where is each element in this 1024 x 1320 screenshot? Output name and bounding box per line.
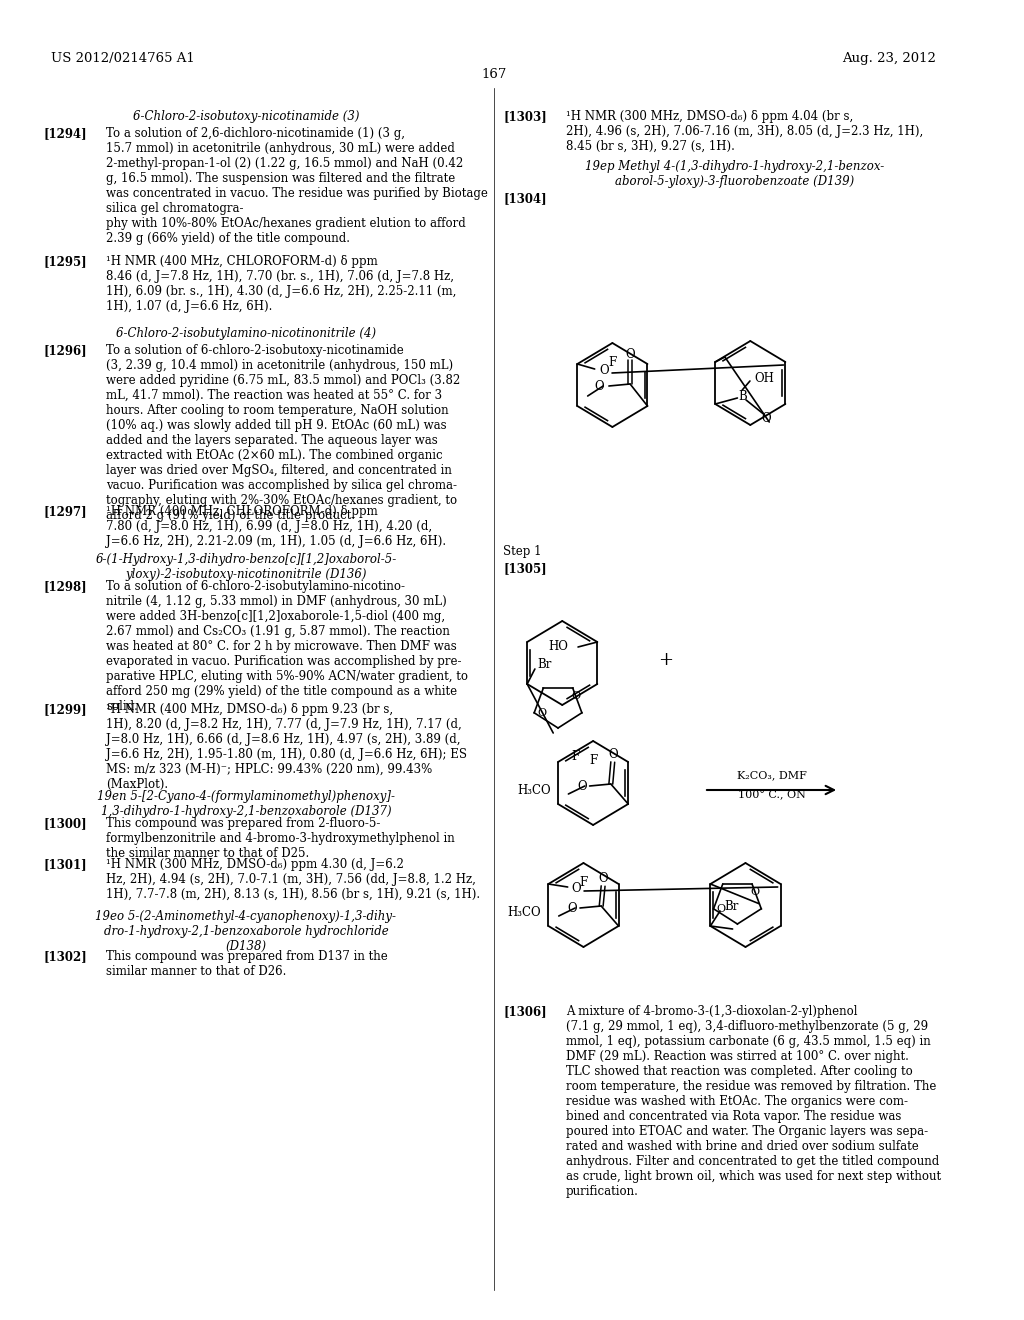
Text: F: F bbox=[589, 755, 597, 767]
Text: 6-Chloro-2-isobutylamino-nicotinonitrile (4): 6-Chloro-2-isobutylamino-nicotinonitrile… bbox=[116, 327, 376, 341]
Text: ¹H NMR (300 MHz, DMSO-d₆) δ ppm 4.04 (br s,
2H), 4.96 (s, 2H), 7.06-7.16 (m, 3H): ¹H NMR (300 MHz, DMSO-d₆) δ ppm 4.04 (br… bbox=[566, 110, 924, 153]
Text: ¹H NMR (400 MHz, DMSO-d₆) δ ppm 9.23 (br s,
1H), 8.20 (d, J=8.2 Hz, 1H), 7.77 (d: ¹H NMR (400 MHz, DMSO-d₆) δ ppm 9.23 (br… bbox=[106, 704, 467, 791]
Text: O: O bbox=[578, 780, 587, 792]
Text: 100° C., ON: 100° C., ON bbox=[737, 789, 806, 800]
Text: [1305]: [1305] bbox=[504, 562, 547, 576]
Text: To a solution of 2,6-dichloro-nicotinamide (1) (3 g,
15.7 mmol) in acetonitrile : To a solution of 2,6-dichloro-nicotinami… bbox=[106, 127, 488, 246]
Text: [1306]: [1306] bbox=[504, 1005, 547, 1018]
Text: Aug. 23, 2012: Aug. 23, 2012 bbox=[843, 51, 936, 65]
Text: O: O bbox=[751, 887, 760, 898]
Text: [1300]: [1300] bbox=[43, 817, 87, 830]
Text: [1298]: [1298] bbox=[43, 579, 87, 593]
Text: A mixture of 4-bromo-3-(1,3-dioxolan-2-yl)phenol
(7.1 g, 29 mmol, 1 eq), 3,4-dif: A mixture of 4-bromo-3-(1,3-dioxolan-2-y… bbox=[566, 1005, 941, 1199]
Text: O: O bbox=[571, 883, 582, 895]
Text: Step 1: Step 1 bbox=[504, 545, 542, 558]
Text: [1297]: [1297] bbox=[43, 506, 87, 517]
Text: 167: 167 bbox=[481, 69, 507, 81]
Text: F: F bbox=[608, 356, 616, 370]
Text: 6-Chloro-2-isobutoxy-nicotinamide (3): 6-Chloro-2-isobutoxy-nicotinamide (3) bbox=[133, 110, 359, 123]
Text: [1294]: [1294] bbox=[43, 127, 87, 140]
Text: [1299]: [1299] bbox=[43, 704, 87, 715]
Text: ¹H NMR (400 MHz, CHLOROFORM-d) δ ppm
7.80 (d, J=8.0 Hz, 1H), 6.99 (d, J=8.0 Hz, : ¹H NMR (400 MHz, CHLOROFORM-d) δ ppm 7.8… bbox=[106, 506, 446, 548]
Text: [1301]: [1301] bbox=[43, 858, 87, 871]
Text: F: F bbox=[580, 876, 588, 890]
Text: O: O bbox=[608, 747, 617, 760]
Text: [1296]: [1296] bbox=[43, 345, 87, 356]
Text: Br: Br bbox=[538, 657, 552, 671]
Text: O: O bbox=[538, 708, 547, 718]
Text: This compound was prepared from D137 in the
similar manner to that of D26.: This compound was prepared from D137 in … bbox=[106, 950, 388, 978]
Text: O: O bbox=[717, 904, 726, 913]
Text: B: B bbox=[738, 389, 746, 403]
Text: To a solution of 6-chloro-2-isobutoxy-nicotinamide
(3, 2.39 g, 10.4 mmol) in ace: To a solution of 6-chloro-2-isobutoxy-ni… bbox=[106, 345, 461, 521]
Text: OH: OH bbox=[755, 371, 774, 384]
Text: [1304]: [1304] bbox=[504, 191, 547, 205]
Text: 6-(1-Hydroxy-1,3-dihydro-benzo[c][1,2]oxaborol-5-
yloxy)-2-isobutoxy-nicotinonit: 6-(1-Hydroxy-1,3-dihydro-benzo[c][1,2]ox… bbox=[95, 553, 396, 581]
Text: O: O bbox=[599, 364, 609, 378]
Text: 19eo 5-(2-Aminomethyl-4-cyanophenoxy)-1,3-dihy-
dro-1-hydroxy-2,1-benzoxaborole : 19eo 5-(2-Aminomethyl-4-cyanophenoxy)-1,… bbox=[95, 909, 396, 953]
Text: US 2012/0214765 A1: US 2012/0214765 A1 bbox=[51, 51, 195, 65]
Text: Br: Br bbox=[724, 899, 738, 912]
Text: ¹H NMR (400 MHz, CHLOROFORM-d) δ ppm
8.46 (d, J=7.8 Hz, 1H), 7.70 (br. s., 1H), : ¹H NMR (400 MHz, CHLOROFORM-d) δ ppm 8.4… bbox=[106, 255, 457, 313]
Text: 19ep Methyl 4-(1,3-dihydro-1-hydroxy-2,1-benzox-
aborol-5-yloxy)-3-fluorobenzoat: 19ep Methyl 4-(1,3-dihydro-1-hydroxy-2,1… bbox=[586, 160, 885, 187]
Text: ¹H NMR (300 MHz, DMSO-d₆) ppm 4.30 (d, J=6.2
Hz, 2H), 4.94 (s, 2H), 7.0-7.1 (m, : ¹H NMR (300 MHz, DMSO-d₆) ppm 4.30 (d, J… bbox=[106, 858, 480, 902]
Text: 19en 5-[2-Cyano-4-(formylaminomethyl)phenoxy]-
1,3-dihydro-1-hydroxy-2,1-benzoxa: 19en 5-[2-Cyano-4-(formylaminomethyl)phe… bbox=[97, 789, 395, 818]
Text: K₂CO₃, DMF: K₂CO₃, DMF bbox=[736, 770, 807, 780]
Text: O: O bbox=[571, 692, 581, 701]
Text: O: O bbox=[567, 902, 578, 915]
Text: To a solution of 6-chloro-2-isobutylamino-nicotino-
nitrile (4, 1.12 g, 5.33 mmo: To a solution of 6-chloro-2-isobutylamin… bbox=[106, 579, 468, 713]
Text: O: O bbox=[762, 412, 771, 425]
Text: This compound was prepared from 2-fluoro-5-
formylbenzonitrile and 4-bromo-3-hyd: This compound was prepared from 2-fluoro… bbox=[106, 817, 455, 861]
Text: H₃CO: H₃CO bbox=[508, 907, 542, 920]
Text: HO: HO bbox=[549, 640, 568, 653]
Text: O: O bbox=[598, 871, 608, 884]
Text: +: + bbox=[658, 651, 673, 669]
Text: H₃CO: H₃CO bbox=[517, 784, 551, 797]
Text: O: O bbox=[626, 347, 635, 360]
Text: F: F bbox=[571, 751, 580, 763]
Text: [1303]: [1303] bbox=[504, 110, 547, 123]
Text: [1295]: [1295] bbox=[43, 255, 87, 268]
Text: [1302]: [1302] bbox=[43, 950, 87, 964]
Text: O: O bbox=[595, 380, 604, 392]
